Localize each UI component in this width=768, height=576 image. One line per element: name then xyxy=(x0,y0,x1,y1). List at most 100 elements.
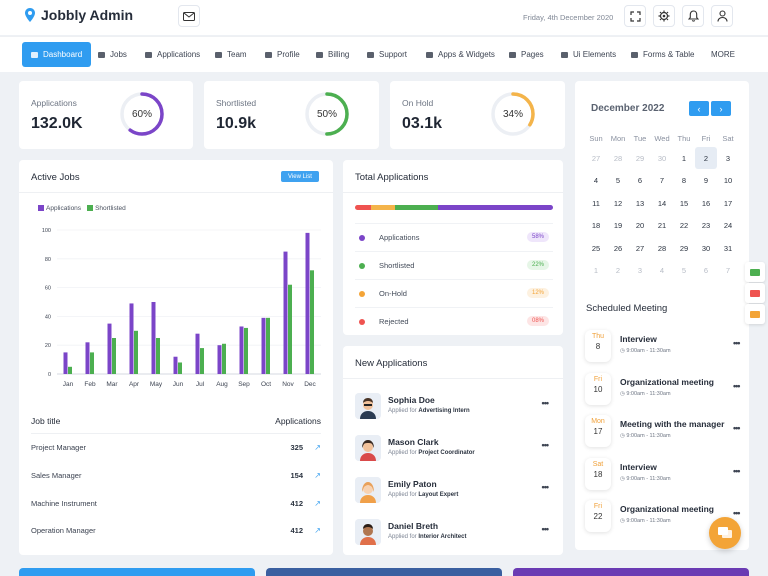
meeting-item[interactable]: Thu 8 Interview ◷ 9:00am - 11:30am ••• xyxy=(585,330,741,368)
meeting-item[interactable]: Mon 17 Meeting with the manager ◷ 9:00am - … xyxy=(585,415,741,453)
meeting-item[interactable]: Fri 10 Organizational meeting ◷ 9:00am - 11… xyxy=(585,372,741,411)
bar-applications-dec[interactable] xyxy=(305,232,310,374)
settings-button[interactable] xyxy=(653,5,675,27)
calendar-day[interactable]: 25 xyxy=(591,243,601,253)
prev-month-button[interactable]: ‹ xyxy=(689,101,709,116)
more-options-icon[interactable]: ••• xyxy=(541,398,550,408)
more-options-icon[interactable]: ••• xyxy=(541,482,550,492)
bar-shortlisted-jan[interactable] xyxy=(68,366,72,374)
nav-item-profile[interactable]: Profile xyxy=(256,42,309,67)
calendar-day[interactable]: 3 xyxy=(637,266,643,275)
next-month-button[interactable]: › xyxy=(711,101,731,116)
table-row[interactable]: Operation Manager 412 ↗ xyxy=(31,526,321,546)
calendar-day[interactable]: 7 xyxy=(725,266,731,275)
bar-applications-jul[interactable] xyxy=(195,333,200,374)
calendar-day[interactable]: 5 xyxy=(615,176,621,185)
nav-item-ui-elements[interactable]: Ui Elements xyxy=(552,42,625,67)
bar-applications-jun[interactable] xyxy=(173,356,178,374)
nav-item-jobs[interactable]: Jobs xyxy=(89,42,136,67)
bar-shortlisted-sep[interactable] xyxy=(244,327,248,374)
brand[interactable]: Jobbly Admin xyxy=(24,7,133,23)
nav-item-support[interactable]: Support xyxy=(358,42,416,67)
bar-applications-aug[interactable] xyxy=(217,345,222,374)
calendar-day[interactable]: 21 xyxy=(657,221,667,230)
list-item[interactable]: Sophia Doe Applied for Advertising Inter… xyxy=(355,389,553,431)
side-button-doc[interactable] xyxy=(745,304,765,324)
bar-applications-feb[interactable] xyxy=(85,342,90,374)
more-options-icon[interactable]: ••• xyxy=(733,423,741,433)
fullscreen-button[interactable] xyxy=(624,5,646,27)
calendar-day[interactable]: 16 xyxy=(701,198,711,208)
chat-fab-button[interactable] xyxy=(709,517,741,549)
calendar-day[interactable]: 27 xyxy=(635,243,645,253)
bar-shortlisted-feb[interactable] xyxy=(90,352,94,374)
bar-applications-may[interactable] xyxy=(151,302,156,374)
bar-shortlisted-may[interactable] xyxy=(156,338,160,374)
list-item[interactable]: Emily Paton Applied for Layout Expert ••… xyxy=(355,473,553,515)
more-options-icon[interactable]: ••• xyxy=(541,440,550,450)
calendar-day[interactable]: 30 xyxy=(701,243,711,253)
calendar-day[interactable]: 13 xyxy=(635,198,645,208)
bar-shortlisted-oct[interactable] xyxy=(266,317,270,374)
bar-shortlisted-dec[interactable] xyxy=(310,270,314,374)
calendar-day[interactable]: 6 xyxy=(703,266,709,275)
calendar-day[interactable]: 3 xyxy=(725,153,731,163)
nav-item-dashboard[interactable]: Dashboard xyxy=(22,42,92,67)
nav-item-forms-table[interactable]: Forms & Table xyxy=(622,42,703,67)
calendar-day[interactable]: 28 xyxy=(613,153,623,163)
bar-applications-jan[interactable] xyxy=(63,352,68,374)
calendar-day[interactable]: 6 xyxy=(637,176,643,185)
calendar-day[interactable]: 4 xyxy=(659,266,665,275)
bar-applications-nov[interactable] xyxy=(283,251,288,374)
calendar-day[interactable]: 9 xyxy=(703,176,709,185)
more-options-icon[interactable]: ••• xyxy=(733,508,741,518)
table-row[interactable]: Machine Instrument 412 ↗ xyxy=(31,499,321,519)
calendar-day[interactable]: 20 xyxy=(635,221,645,230)
nav-item-billing[interactable]: Billing xyxy=(307,42,358,67)
side-button-image[interactable] xyxy=(745,283,765,303)
calendar-day[interactable]: 1 xyxy=(681,153,687,163)
bar-shortlisted-apr[interactable] xyxy=(134,330,138,374)
calendar-day[interactable]: 7 xyxy=(659,176,665,185)
more-options-icon[interactable]: ••• xyxy=(541,524,550,534)
list-item[interactable]: Mason Clark Applied for Project Coordina… xyxy=(355,431,553,473)
calendar-day[interactable]: 31 xyxy=(723,243,733,253)
calendar-day[interactable]: 22 xyxy=(679,221,689,230)
bar-applications-sep[interactable] xyxy=(239,326,244,374)
meeting-item[interactable]: Sat 18 Interview ◷ 9:00am - 11:30am ••• xyxy=(585,457,741,496)
profile-button[interactable] xyxy=(711,5,733,27)
more-options-icon[interactable]: ••• xyxy=(733,380,741,391)
bar-applications-apr[interactable] xyxy=(129,303,134,374)
more-options-icon[interactable]: ••• xyxy=(733,338,741,348)
calendar-day[interactable]: 23 xyxy=(701,221,711,230)
nav-item-apps-widgets[interactable]: Apps & Widgets xyxy=(417,42,504,67)
calendar-day[interactable]: 8 xyxy=(681,176,687,185)
nav-item-team[interactable]: Team xyxy=(206,42,256,67)
nav-item-more[interactable]: MORE xyxy=(702,42,744,67)
calendar-day[interactable]: 15 xyxy=(679,198,689,208)
bar-applications-oct[interactable] xyxy=(261,317,266,374)
nav-item-applications[interactable]: Applications xyxy=(136,42,209,67)
calendar-day[interactable]: 30 xyxy=(657,153,667,163)
calendar-day[interactable]: 2 xyxy=(695,147,717,169)
bar-shortlisted-mar[interactable] xyxy=(112,338,116,374)
mail-button[interactable] xyxy=(178,5,200,27)
bar-shortlisted-jun[interactable] xyxy=(178,362,182,374)
calendar-day[interactable]: 12 xyxy=(613,198,623,208)
calendar-day[interactable]: 1 xyxy=(593,266,599,275)
view-list-button[interactable]: View List xyxy=(281,171,319,182)
side-button-sheet[interactable] xyxy=(745,262,765,282)
bar-shortlisted-jul[interactable] xyxy=(200,348,204,374)
calendar-day[interactable]: 27 xyxy=(591,153,601,163)
calendar-day[interactable]: 17 xyxy=(723,198,733,208)
notifications-button[interactable] xyxy=(682,5,704,27)
table-row[interactable]: Sales Manager 154 ↗ xyxy=(31,471,321,491)
calendar-day[interactable]: 11 xyxy=(592,198,600,208)
calendar-day[interactable]: 29 xyxy=(679,243,689,253)
nav-item-pages[interactable]: Pages xyxy=(500,42,553,67)
calendar-day[interactable]: 10 xyxy=(723,176,733,185)
calendar-day[interactable]: 4 xyxy=(593,176,599,185)
calendar-day[interactable]: 19 xyxy=(613,221,623,230)
calendar-day[interactable]: 26 xyxy=(613,243,623,253)
calendar-day[interactable]: 24 xyxy=(723,221,733,230)
